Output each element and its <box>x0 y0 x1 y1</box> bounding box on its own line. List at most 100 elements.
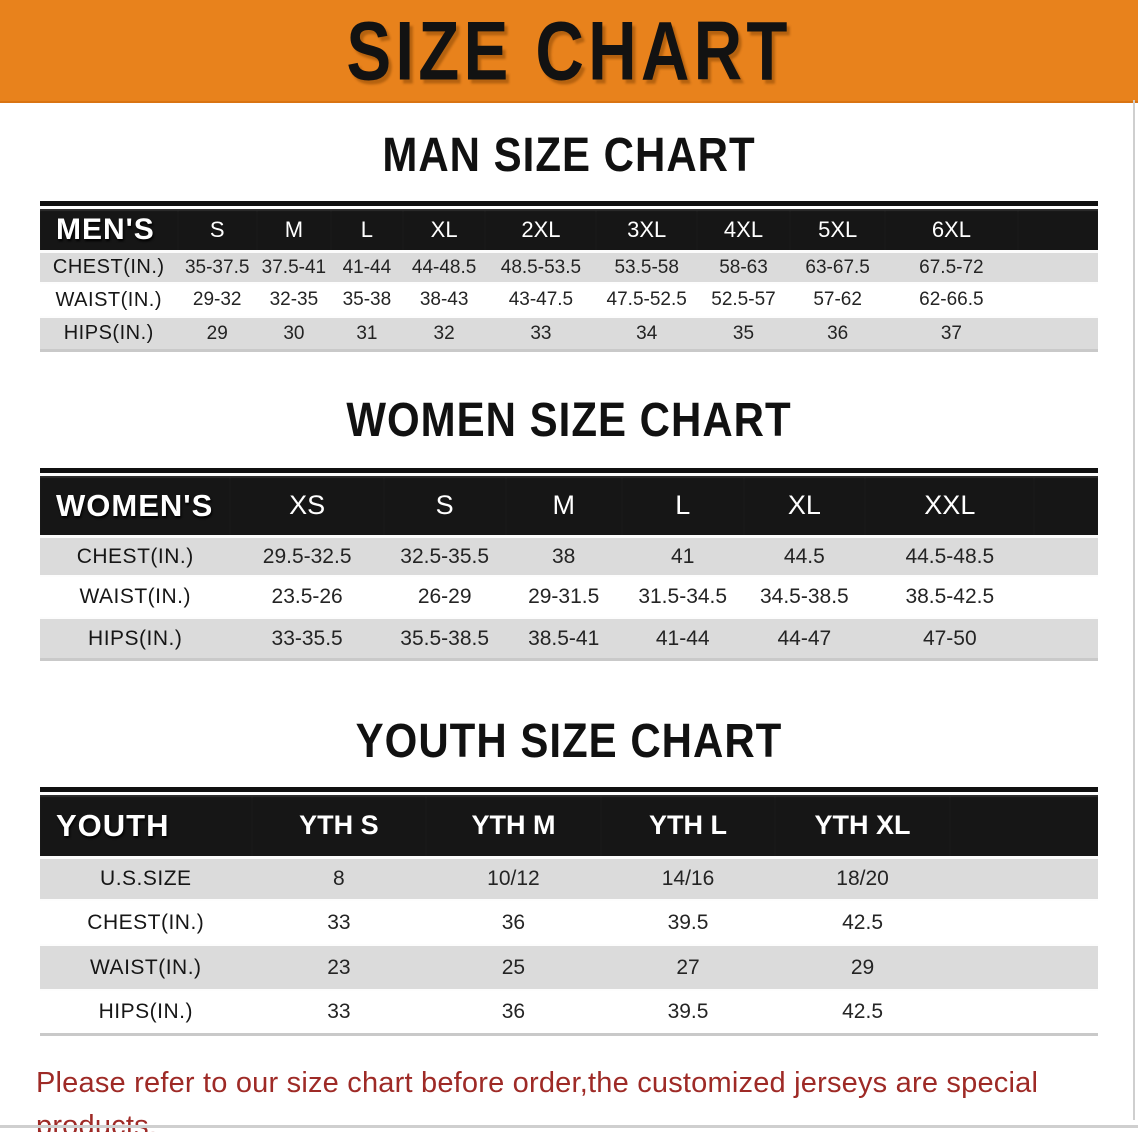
youth-col-m: YTH M <box>426 792 601 856</box>
spacer-cell <box>949 991 1098 1036</box>
value-cell: 44-47 <box>743 619 866 661</box>
women-hips-row: HIPS(IN.) 33-35.5 35.5-38.5 38.5-41 41-4… <box>40 619 1098 661</box>
value-cell: 38.5-42.5 <box>865 577 1035 619</box>
value-cell: 43-47.5 <box>485 284 597 318</box>
value-cell: 35 <box>696 318 791 352</box>
women-col-xs: XS <box>230 473 384 535</box>
value-cell: 47-50 <box>865 619 1035 661</box>
spacer-cell <box>1034 473 1098 535</box>
value-cell: 38-43 <box>402 284 486 318</box>
value-cell: 35.5-38.5 <box>383 619 506 661</box>
women-col-s: S <box>383 473 506 535</box>
value-cell: 8 <box>251 856 427 901</box>
value-cell: 41-44 <box>330 250 403 284</box>
value-cell: 57-62 <box>790 284 886 318</box>
value-cell: 35-37.5 <box>177 250 257 284</box>
spacer-cell <box>949 792 1098 856</box>
men-hips-row: HIPS(IN.) 29 30 31 32 33 34 35 36 37 <box>40 318 1098 352</box>
spacer-cell <box>949 946 1098 991</box>
value-cell: 32-35 <box>256 284 331 318</box>
row-label-hips: HIPS(IN.) <box>40 619 231 661</box>
spacer-cell <box>1017 250 1098 284</box>
value-cell: 33 <box>251 901 427 946</box>
value-cell: 32 <box>402 318 486 352</box>
value-cell: 42.5 <box>775 901 950 946</box>
value-cell: 47.5-52.5 <box>596 284 697 318</box>
spacer-cell <box>1034 535 1098 577</box>
value-cell: 31 <box>330 318 403 352</box>
spacer-cell <box>1017 206 1098 250</box>
value-cell: 34 <box>596 318 697 352</box>
value-cell: 48.5-53.5 <box>485 250 597 284</box>
women-section-heading: WOMEN SIZE CHART <box>346 392 792 447</box>
row-label-hips: HIPS(IN.) <box>40 991 252 1036</box>
women-header-row: WOMEN'S XS S M L XL XXL <box>40 473 1098 535</box>
row-label-ussize: U.S.SIZE <box>40 856 252 901</box>
spacer-cell <box>1034 619 1098 661</box>
value-cell: 37.5-41 <box>256 250 331 284</box>
value-cell: 41-44 <box>621 619 744 661</box>
men-col-3xl: 3XL <box>596 206 697 250</box>
value-cell: 36 <box>790 318 886 352</box>
size-chart-content: MAN SIZE CHART MEN'S S M L XL 2XL 3XL 4X… <box>0 100 1138 1132</box>
value-cell: 33 <box>485 318 597 352</box>
value-cell: 25 <box>426 946 601 991</box>
women-col-xl: XL <box>743 473 866 535</box>
value-cell: 63-67.5 <box>790 250 886 284</box>
value-cell: 29-32 <box>177 284 257 318</box>
disclaimer: Please refer to our size chart before or… <box>36 1062 1138 1132</box>
value-cell: 36 <box>426 901 601 946</box>
youth-size-table: YOUTH YTH S YTH M YTH L YTH XL U.S.SIZE … <box>40 787 1098 1036</box>
men-header-label: MEN'S <box>40 206 178 250</box>
women-col-m: M <box>505 473 622 535</box>
value-cell: 38.5-41 <box>505 619 622 661</box>
row-label-hips: HIPS(IN.) <box>40 318 178 352</box>
youth-col-xl: YTH XL <box>775 792 950 856</box>
spacer-cell <box>949 901 1098 946</box>
value-cell: 29 <box>775 946 950 991</box>
value-cell: 67.5-72 <box>885 250 1018 284</box>
row-label-waist: WAIST(IN.) <box>40 284 178 318</box>
men-col-4xl: 4XL <box>696 206 791 250</box>
value-cell: 37 <box>885 318 1018 352</box>
men-col-s: S <box>177 206 257 250</box>
value-cell: 26-29 <box>383 577 506 619</box>
value-cell: 29 <box>177 318 257 352</box>
value-cell: 10/12 <box>426 856 601 901</box>
spacer-cell <box>1017 284 1098 318</box>
value-cell: 44-48.5 <box>402 250 486 284</box>
value-cell: 44.5-48.5 <box>865 535 1035 577</box>
value-cell: 31.5-34.5 <box>621 577 744 619</box>
women-waist-row: WAIST(IN.) 23.5-26 26-29 29-31.5 31.5-34… <box>40 577 1098 619</box>
youth-col-l: YTH L <box>600 792 776 856</box>
row-label-waist: WAIST(IN.) <box>40 946 252 991</box>
youth-section-heading: YOUTH SIZE CHART <box>355 713 783 768</box>
value-cell: 52.5-57 <box>696 284 791 318</box>
men-col-xl: XL <box>402 206 486 250</box>
value-cell: 33 <box>251 991 427 1036</box>
value-cell: 38 <box>505 535 622 577</box>
banner-title: SIZE CHART <box>346 3 792 98</box>
value-cell: 39.5 <box>600 991 776 1036</box>
value-cell: 35-38 <box>330 284 403 318</box>
value-cell: 18/20 <box>775 856 950 901</box>
banner: SIZE CHART <box>0 0 1138 103</box>
value-cell: 36 <box>426 991 601 1036</box>
youth-hips-row: HIPS(IN.) 33 36 39.5 42.5 <box>40 991 1098 1036</box>
value-cell: 23.5-26 <box>230 577 384 619</box>
women-col-l: L <box>621 473 744 535</box>
youth-header-row: YOUTH YTH S YTH M YTH L YTH XL <box>40 792 1098 856</box>
value-cell: 23 <box>251 946 427 991</box>
image-edge-line-bottom <box>0 1125 1138 1128</box>
value-cell: 42.5 <box>775 991 950 1036</box>
value-cell: 34.5-38.5 <box>743 577 866 619</box>
women-col-xxl: XXL <box>865 473 1035 535</box>
value-cell: 32.5-35.5 <box>383 535 506 577</box>
row-label-chest: CHEST(IN.) <box>40 250 178 284</box>
disclaimer-line-1: Please refer to our size chart before or… <box>36 1067 1039 1132</box>
men-col-m: M <box>256 206 331 250</box>
men-header-row: MEN'S S M L XL 2XL 3XL 4XL 5XL 6XL <box>40 206 1098 250</box>
men-col-l: L <box>330 206 403 250</box>
row-label-chest: CHEST(IN.) <box>40 901 252 946</box>
row-label-chest: CHEST(IN.) <box>40 535 231 577</box>
